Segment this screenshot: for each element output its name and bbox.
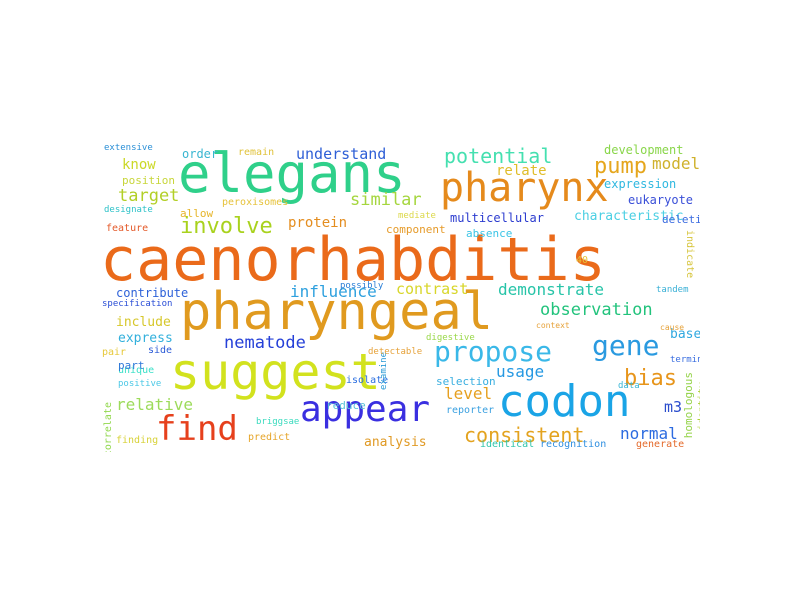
word: mediate (398, 211, 436, 221)
word: suggest (170, 343, 381, 401)
word: designate (104, 205, 153, 215)
word: pump (594, 154, 647, 179)
word: gene (592, 329, 660, 362)
word: cause (660, 323, 685, 332)
word: component (386, 223, 446, 236)
word: nematode (224, 333, 306, 353)
word: data (618, 381, 640, 391)
word: observation (540, 300, 653, 320)
word: finding (116, 435, 159, 446)
word: reduce (326, 399, 366, 412)
word: analysis (364, 435, 427, 450)
word: allow (180, 207, 214, 220)
word: predict (248, 432, 291, 443)
word: peroxisomes (222, 197, 289, 208)
word: remain (238, 147, 275, 158)
word: appear (300, 389, 431, 430)
word: level (444, 384, 493, 403)
word: part (118, 359, 145, 372)
word: contribute (116, 286, 189, 300)
word: recognition (540, 439, 607, 450)
word: know (122, 157, 156, 173)
word: pharynx (440, 165, 609, 211)
word: usage (496, 362, 545, 381)
word: expression (604, 177, 677, 191)
word: side (148, 345, 173, 356)
word: development (604, 143, 684, 157)
word: target (118, 186, 180, 206)
word: terminal (670, 355, 700, 365)
word: multicellular (450, 211, 544, 225)
word: characteristic (574, 209, 684, 224)
word: identical (480, 439, 535, 450)
word: relate (496, 163, 547, 179)
word: positive (118, 379, 162, 389)
word: absence (466, 227, 513, 240)
word: find (156, 409, 238, 449)
word: homologous (682, 372, 695, 439)
word: pharyngeal (180, 282, 494, 342)
word: caenorhabditis (100, 225, 606, 295)
word-cloud: caenorhabditis pharyngeal elegans sugges… (100, 142, 700, 452)
word: indicate (684, 230, 695, 279)
word: involve (180, 214, 273, 239)
word: eukaryote (628, 193, 694, 207)
word: reporter (446, 405, 495, 416)
word: similar (350, 190, 422, 210)
word: pair (102, 347, 127, 358)
word: propose (434, 335, 553, 368)
word: detectable (368, 347, 423, 357)
word: generate (636, 439, 685, 450)
word: tandem (656, 285, 689, 295)
word: examine (379, 352, 389, 390)
word: order (182, 147, 219, 161)
word: influence (290, 282, 377, 301)
word: specification (102, 299, 173, 309)
word: contrast (396, 280, 469, 298)
word: unique (118, 365, 155, 376)
word: express (118, 331, 173, 346)
word: deletion (662, 213, 700, 226)
word: extensive (104, 143, 153, 153)
word: protein (288, 215, 348, 231)
word: consistent (464, 423, 585, 447)
word: possibly (340, 281, 384, 291)
word: 40 (576, 255, 589, 266)
word: bias (624, 366, 677, 391)
word: context (536, 321, 570, 330)
word: selection (436, 375, 496, 388)
word: potential (444, 144, 553, 168)
word: understand (296, 145, 387, 163)
word: demonstrate (498, 280, 604, 299)
word: relative (116, 395, 194, 414)
word: isolate (346, 375, 389, 386)
word: identity (697, 382, 700, 431)
word: m3 (664, 398, 683, 416)
word: correlate (103, 402, 114, 452)
word: model (652, 154, 700, 173)
word: normal (620, 424, 678, 443)
word: digestive (426, 333, 475, 343)
word: base (670, 327, 700, 342)
word: feature (106, 223, 149, 234)
word: include (116, 315, 171, 330)
word: codon (498, 376, 631, 427)
word: position (122, 174, 175, 187)
word: elegans (178, 142, 406, 205)
word: briggsae (256, 417, 300, 427)
